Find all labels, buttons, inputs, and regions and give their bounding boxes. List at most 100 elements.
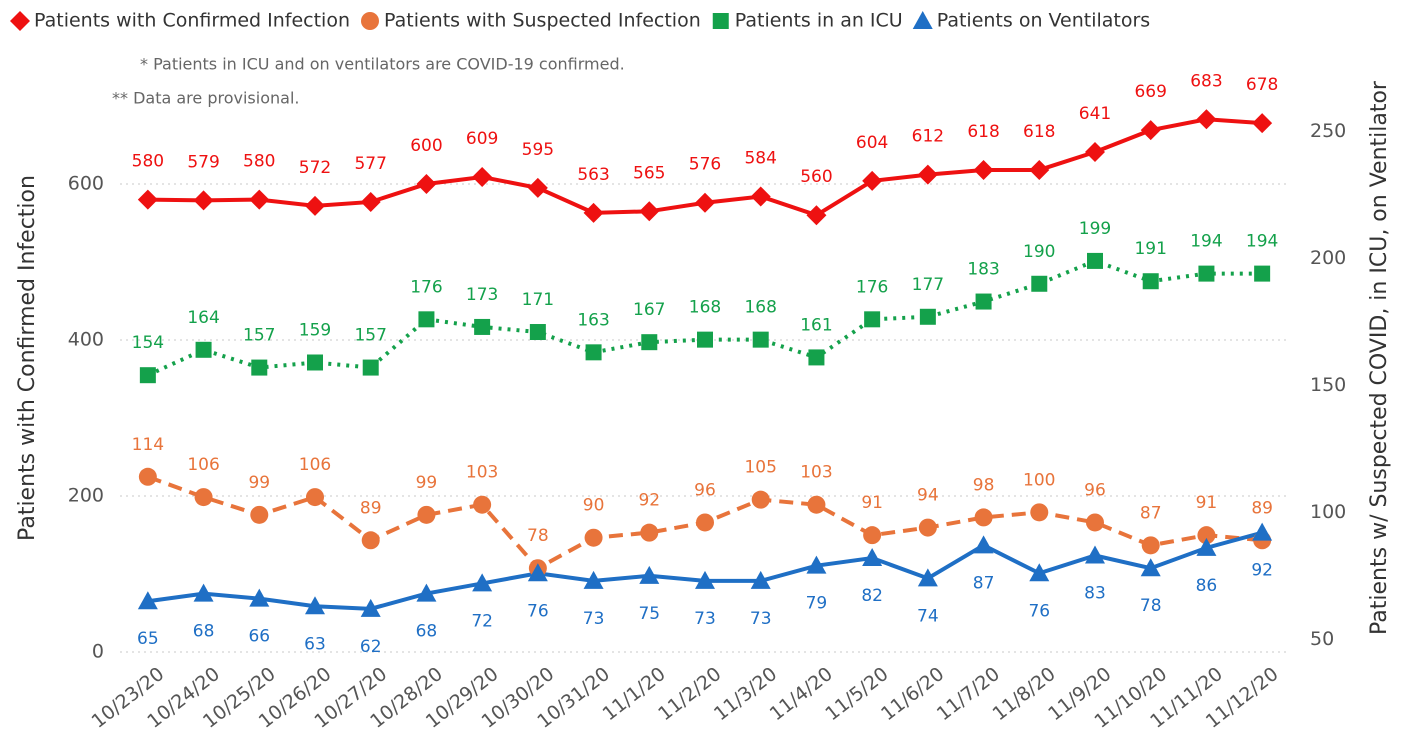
marker: [583, 202, 604, 223]
marker: [193, 190, 214, 211]
marker: [639, 565, 660, 584]
y-axis-title: Patients with Confirmed Infection: [15, 175, 40, 541]
marker: [919, 308, 936, 325]
value-label: 98: [973, 475, 995, 495]
x-tick-label: 11/4/20: [766, 663, 837, 725]
marker: [1196, 537, 1217, 556]
value-label: 163: [577, 310, 609, 330]
value-label: 105: [744, 458, 776, 478]
value-label: 82: [861, 586, 883, 606]
value-label: 194: [1246, 232, 1278, 252]
value-label: 157: [243, 326, 275, 346]
value-label: 76: [1028, 601, 1050, 621]
value-label: 72: [471, 611, 493, 631]
marker: [360, 191, 381, 212]
value-label: 168: [744, 298, 776, 318]
value-label: 167: [633, 300, 665, 320]
marker: [474, 318, 491, 335]
value-label: 678: [1246, 75, 1278, 95]
y-tick-label: 200: [68, 485, 104, 507]
legend-marker: [912, 11, 933, 29]
value-label: 683: [1190, 71, 1222, 91]
marker: [137, 591, 158, 610]
marker: [640, 523, 659, 542]
marker: [416, 174, 437, 194]
marker: [527, 563, 548, 582]
marker: [695, 192, 715, 213]
marker: [973, 535, 994, 554]
marker: [1085, 142, 1105, 163]
legend-label: Patients on Ventilators: [937, 10, 1151, 32]
value-label: 99: [248, 473, 270, 493]
marker: [808, 349, 825, 366]
marker: [417, 505, 436, 524]
legend-marker: [712, 13, 729, 29]
value-label: 99: [416, 473, 438, 493]
marker: [750, 186, 771, 207]
y-tick-label: 0: [92, 641, 104, 663]
marker: [975, 293, 992, 310]
value-label: 161: [800, 315, 832, 335]
marker: [697, 331, 713, 348]
value-label: 191: [1134, 239, 1166, 259]
x-tick-label: 11/7/20: [933, 663, 1004, 725]
marker: [1141, 536, 1160, 555]
value-label: 78: [1140, 596, 1162, 616]
y2-tick-label: 250: [1310, 120, 1346, 142]
legend-marker: [10, 11, 30, 31]
marker: [974, 508, 993, 527]
value-label: 194: [1190, 232, 1222, 252]
marker: [249, 588, 270, 607]
marker: [1087, 252, 1103, 269]
marker: [473, 495, 492, 514]
value-label: 100: [1023, 470, 1055, 490]
value-label: 164: [187, 308, 219, 328]
marker: [249, 189, 270, 210]
marker: [750, 570, 771, 589]
value-label: 76: [527, 601, 549, 621]
marker: [1086, 513, 1104, 532]
value-label: 63: [304, 634, 326, 654]
marker: [529, 324, 546, 341]
value-label: 75: [638, 604, 660, 624]
marker: [585, 344, 602, 361]
legend-label: Patients with Suspected Infection: [384, 10, 701, 32]
value-label: 199: [1079, 219, 1111, 239]
value-label: 171: [522, 290, 554, 310]
value-label: 183: [967, 260, 999, 280]
value-label: 168: [689, 298, 721, 318]
value-label: 580: [132, 152, 164, 172]
x-tick-label: 11/1/20: [598, 663, 669, 725]
value-label: 669: [1134, 82, 1166, 102]
legend-marker: [361, 12, 379, 30]
marker: [472, 573, 493, 592]
value-label: 618: [967, 122, 999, 142]
marker: [1252, 522, 1273, 541]
value-label: 114: [132, 435, 164, 455]
marker: [696, 513, 714, 532]
value-label: 94: [917, 486, 939, 506]
value-label: 68: [193, 622, 215, 642]
marker: [584, 528, 603, 547]
legend-label: Patients in an ICU: [735, 10, 903, 32]
marker: [751, 490, 770, 509]
x-tick-label: 11/8/20: [988, 663, 1059, 725]
value-label: 86: [1196, 576, 1218, 596]
marker: [973, 159, 994, 180]
value-label: 79: [806, 594, 828, 614]
value-label: 90: [583, 496, 605, 516]
marker: [305, 195, 325, 216]
value-label: 173: [466, 285, 498, 305]
note: * Patients in ICU and on ventilators are…: [140, 55, 625, 74]
value-label: 580: [243, 152, 275, 172]
value-label: 159: [299, 320, 331, 340]
marker: [362, 359, 379, 376]
marker: [639, 201, 660, 222]
marker: [807, 495, 826, 514]
marker: [139, 367, 156, 384]
value-label: 190: [1023, 242, 1055, 262]
marker: [806, 555, 827, 574]
value-label: 560: [800, 167, 832, 187]
value-label: 612: [912, 127, 944, 147]
marker: [1029, 159, 1050, 180]
